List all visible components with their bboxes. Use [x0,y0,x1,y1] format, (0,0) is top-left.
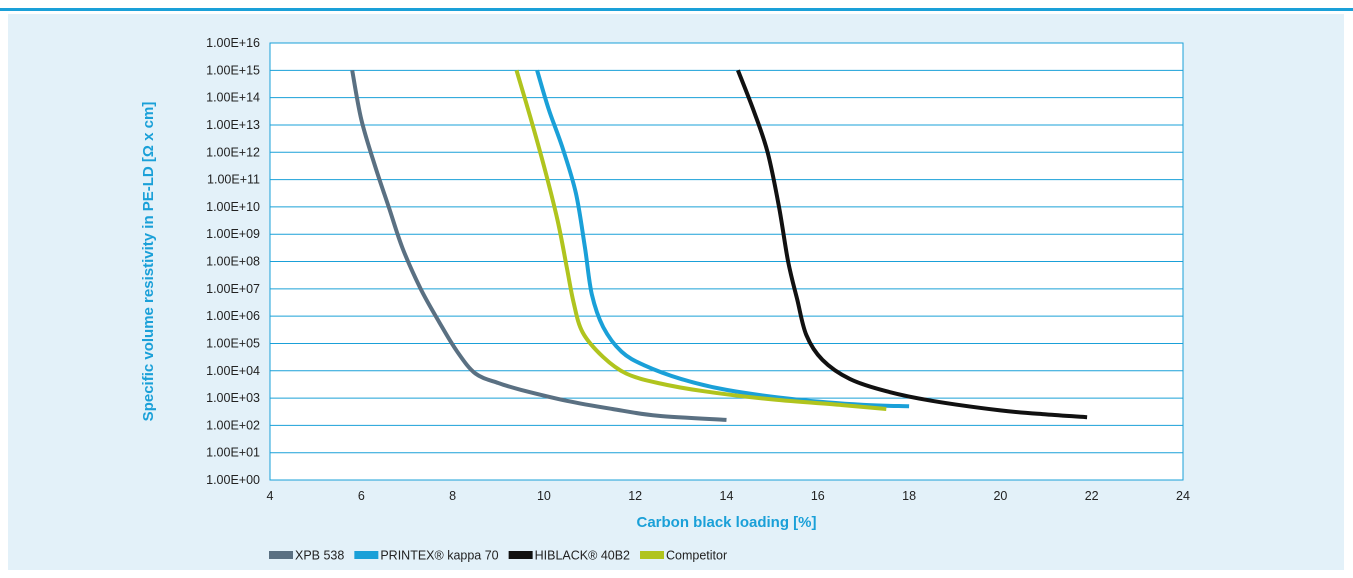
legend-label: HIBLACK® 40B2 [535,549,630,563]
series-line-2 [535,69,910,409]
legend-swatch [508,551,533,559]
y-tick-label: 1.00E+10 [206,200,260,214]
y-tick-label: 1.00E+15 [206,63,260,77]
y-tick-label: 1.00E+02 [206,418,260,432]
y-tick-label: 1.00E+00 [206,473,260,487]
x-tick-label: 6 [358,489,365,503]
x-axis-title: Carbon black loading [%] [636,514,816,531]
y-tick-label: 1.00E+01 [206,446,260,460]
x-tick-labels: 4 6 8 10 12 14 16 18 20 22 24 [267,489,1190,503]
y-tick-label: 1.00E+11 [207,173,260,187]
legend-swatch [269,551,293,559]
x-tick-label: 14 [720,489,734,503]
y-tick-label: 1.00E+05 [206,336,260,350]
series-line-4 [514,69,887,411]
y-tick-label: 1.00E+06 [206,309,260,323]
series-line-3 [736,69,1088,420]
legend-swatch [354,551,379,559]
y-tick-label: 1.00E+08 [206,255,260,269]
series-line-1 [350,69,727,422]
legend-label: XPB 538 [295,549,344,563]
plot-frame [269,42,1184,481]
y-tick-label: 1.00E+14 [206,91,260,105]
x-tick-label: 10 [537,489,551,503]
x-tick-label: 16 [811,489,825,503]
x-tick-label: 4 [267,489,274,503]
top-rule [0,8,1353,11]
y-axis-title: Specific volume resistivity in PE-LD [Ω … [140,102,157,422]
x-tick-label: 18 [902,489,916,503]
y-tick-label: 1.00E+09 [206,227,260,241]
y-tick-label: 1.00E+12 [206,145,260,159]
x-tick-label: 8 [449,489,456,503]
x-tick-label: 22 [1085,489,1099,503]
y-tick-label: 1.00E+16 [206,36,260,50]
x-tick-label: 24 [1176,489,1190,503]
legend-label: Competitor [666,549,727,563]
y-tick-label: 1.00E+03 [206,391,260,405]
legend: XPB 538 PRINTEX® kappa 70 HIBLACK® 40B2 Com… [269,549,727,563]
legend-label: PRINTEX® kappa 70 [380,549,498,563]
x-tick-label: 12 [628,489,642,503]
y-tick-labels: 1.00E+00 1.00E+01 1.00E+02 1.00E+03 1.00E+04… [206,36,260,487]
y-tick-label: 1.00E+13 [206,118,260,132]
series-lines [350,69,1088,422]
legend-swatch [640,551,665,559]
x-tick-label: 20 [993,489,1007,503]
y-tick-label: 1.00E+04 [206,364,260,378]
y-tick-label: 1.00E+07 [206,282,260,296]
